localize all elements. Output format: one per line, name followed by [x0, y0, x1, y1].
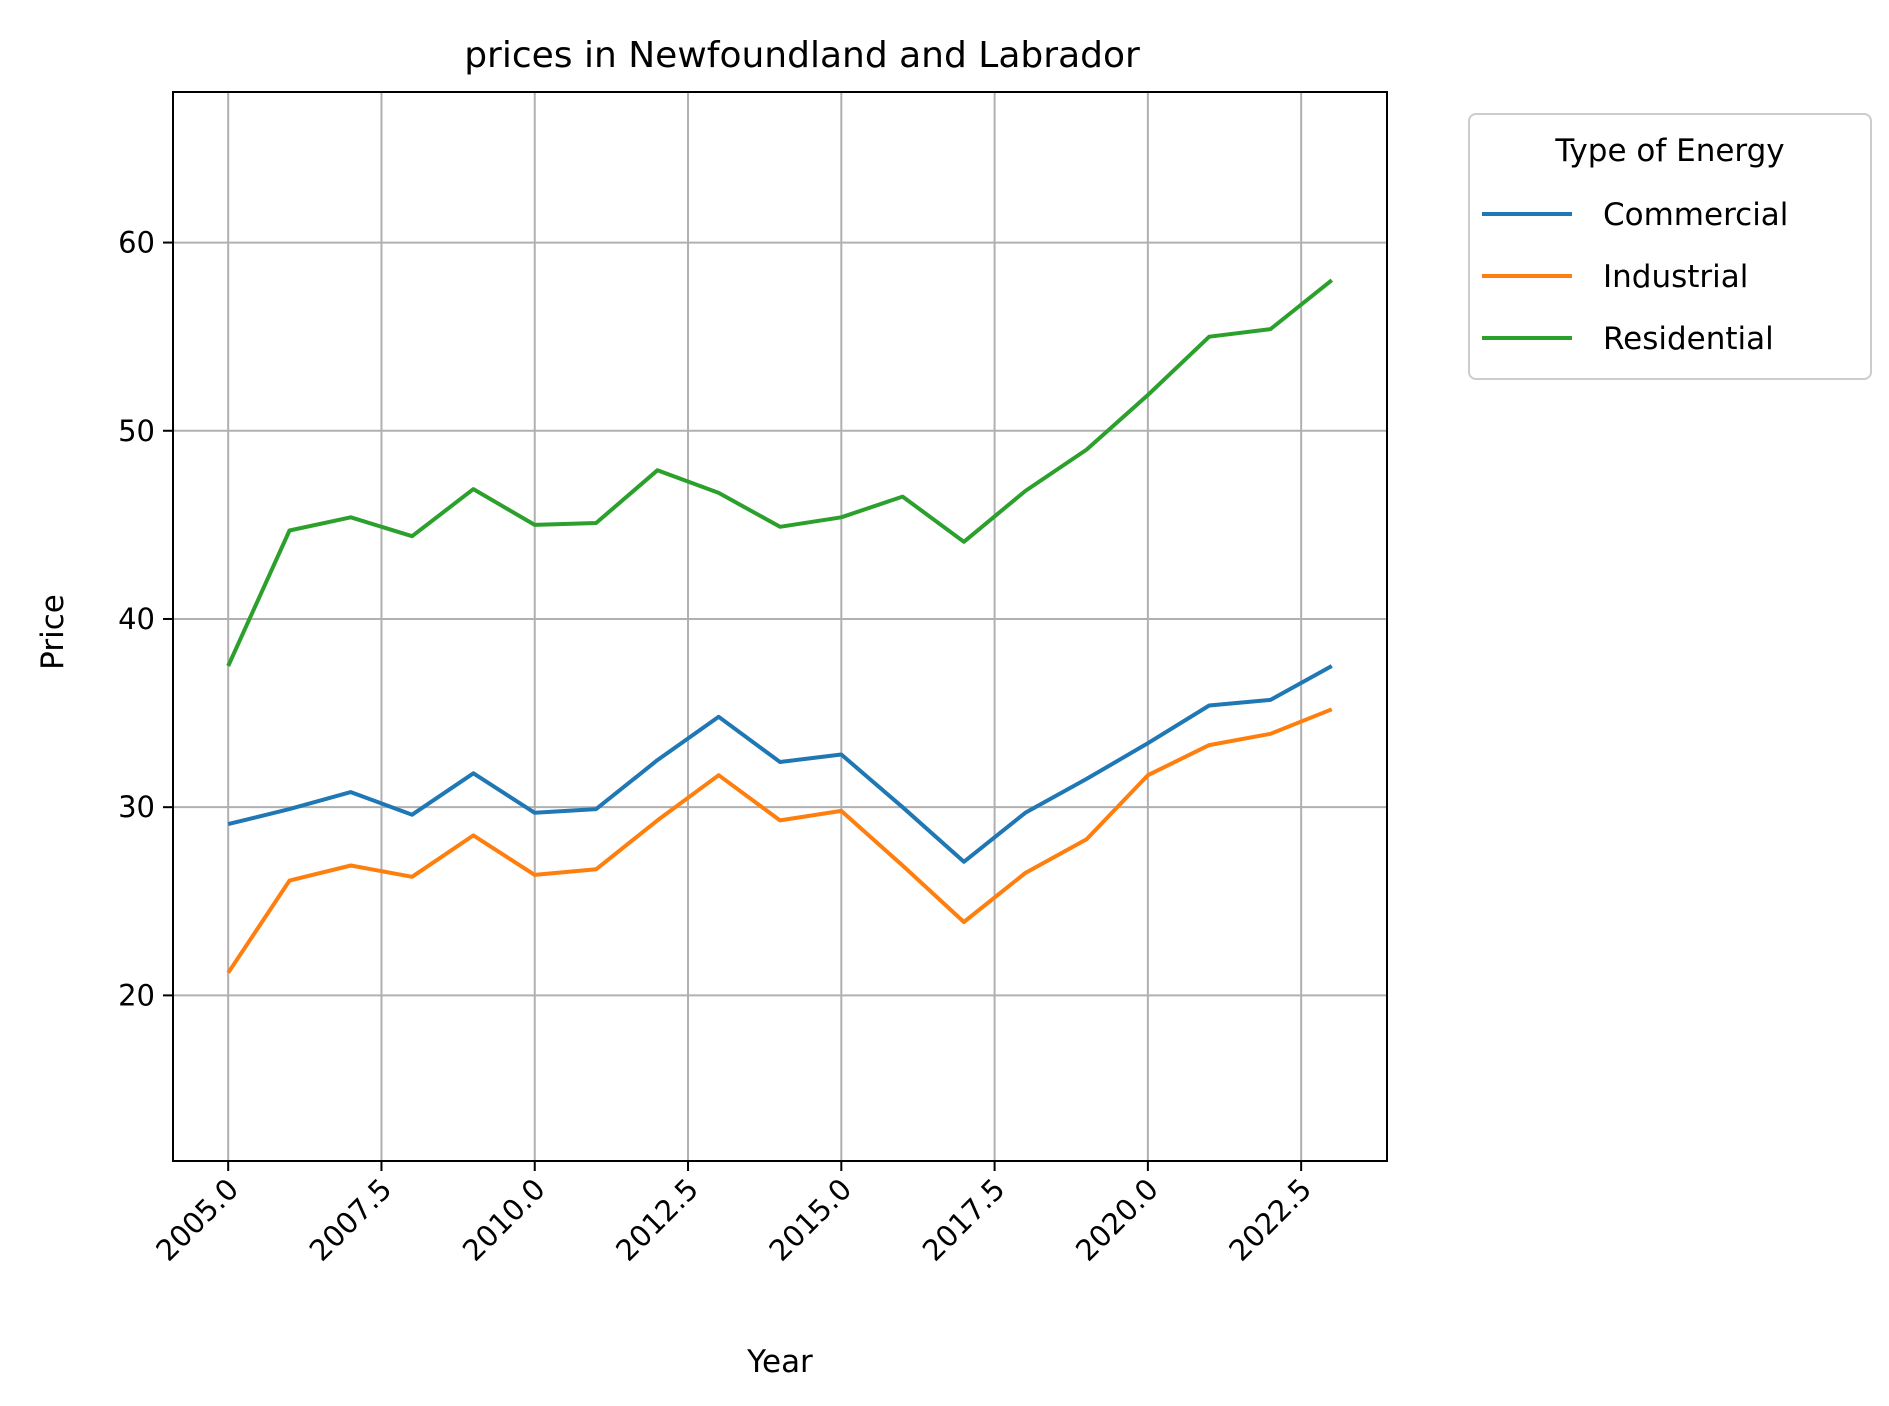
y-tick-label: 20: [118, 978, 155, 1012]
x-tick-label: 2020.0: [1069, 1172, 1165, 1268]
y-tick-label: 30: [118, 790, 155, 824]
grid-lines: [173, 92, 1387, 1161]
x-axis-ticks: 2005.0 2007.5 2010.0 2012.5 2015.0 2017.5 2020…: [149, 1161, 1318, 1268]
x-tick-label: 2017.5: [916, 1172, 1012, 1268]
series-line-industrial: [226, 707, 1333, 974]
y-tick-label: 40: [118, 602, 155, 636]
series-lines: [226, 278, 1334, 974]
chart-title: prices in Newfoundland and Labrador: [464, 35, 1140, 76]
legend: Type of Energy Commercial Industrial Resid…: [1468, 113, 1872, 380]
y-axis-ticks: 20 30 40 50 60: [118, 226, 173, 1012]
y-tick-label: 50: [118, 414, 155, 448]
x-tick-label: 2015.0: [762, 1172, 858, 1268]
legend-label-residential: Residential: [1603, 321, 1774, 357]
legend-title: Type of Energy: [1554, 133, 1784, 169]
plot-frame: [172, 91, 1388, 1162]
y-axis-label: Price: [35, 594, 71, 670]
legend-box: [1468, 113, 1872, 380]
series-line-commercial: [227, 664, 1333, 864]
x-tick-label: 2005.0: [149, 1172, 245, 1268]
x-tick-label: 2022.5: [1222, 1172, 1318, 1268]
x-tick-label: 2012.5: [609, 1172, 705, 1268]
legend-label-commercial: Commercial: [1603, 197, 1788, 233]
y-tick-label: 60: [118, 226, 155, 260]
x-tick-label: 2010.0: [456, 1172, 552, 1268]
series-line-residential: [226, 278, 1334, 667]
x-axis-label: Year: [746, 1344, 813, 1380]
legend-label-industrial: Industrial: [1603, 259, 1748, 295]
x-tick-label: 2007.5: [303, 1172, 399, 1268]
